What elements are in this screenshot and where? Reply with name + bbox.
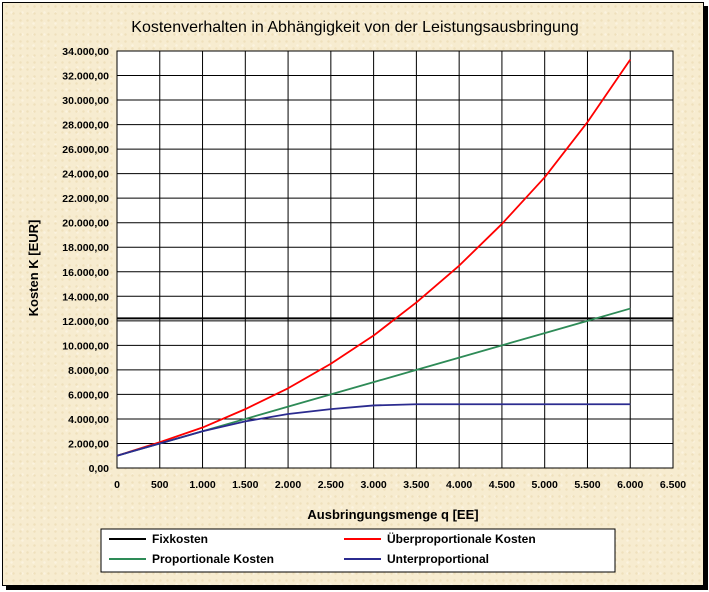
y-axis-label: Kosten K [EUR] [26,220,41,317]
y-tick-label: 10.000,00 [62,340,109,352]
x-tick-label: 0 [114,479,120,491]
y-tick-label: 2.000,00 [68,438,109,450]
y-tick-label: 14.000,00 [62,291,109,303]
y-tick-label: 8.000,00 [68,365,109,377]
y-tick-label: 12.000,00 [62,316,109,328]
y-tick-label: 16.000,00 [62,267,109,279]
plot-area [116,50,674,469]
x-tick-label: 5.000 [532,479,558,491]
x-tick-label: 3.500 [403,479,429,491]
legend-label: Unterproportional [387,552,489,566]
x-tick-label: 6.500 [660,479,686,491]
y-tick-label: 24.000,00 [62,169,109,181]
y-tick-label: 30.000,00 [62,95,109,107]
y-tick-label: 28.000,00 [62,120,109,132]
y-tick-label: 34.000,00 [62,46,109,58]
y-tick-label: 32.000,00 [62,71,109,83]
y-tick-label: 0,00 [89,463,110,475]
series-line-unterproportional [116,403,631,457]
x-tick-label: 6.000 [617,479,643,491]
chart-title: Kostenverhalten in Abhängigkeit von der … [131,19,578,36]
x-tick-label: 3.000 [360,479,386,491]
legend-label: Überproportionale Kosten [387,531,536,546]
legend-label: Fixkosten [152,532,208,546]
chart-svg: Kostenverhalten in Abhängigkeit von der … [26,19,686,573]
legend-label: Proportionale Kosten [152,552,274,566]
x-tick-label: 500 [151,479,169,491]
series-line-berproportionale-kosten [116,59,631,457]
y-tick-label: 22.000,00 [62,193,109,205]
y-tick-label: 4.000,00 [68,414,109,426]
y-tick-label: 20.000,00 [62,218,109,230]
x-tick-label: 5.500 [574,479,600,491]
x-tick-label: 2.000 [275,479,301,491]
legend-box [100,528,616,573]
x-tick-label: 1.500 [232,479,258,491]
y-tick-label: 18.000,00 [62,242,109,254]
chart-frame: Kostenverhalten in Abhängigkeit von der … [2,2,704,586]
x-tick-label: 1.000 [189,479,215,491]
x-tick-label: 4.000 [446,479,472,491]
x-axis-label: Ausbringungsmenge q [EE] [307,507,478,522]
y-tick-label: 26.000,00 [62,144,109,156]
x-tick-label: 2.500 [318,479,344,491]
y-tick-label: 6.000,00 [68,389,109,401]
x-tick-label: 4.500 [489,479,515,491]
